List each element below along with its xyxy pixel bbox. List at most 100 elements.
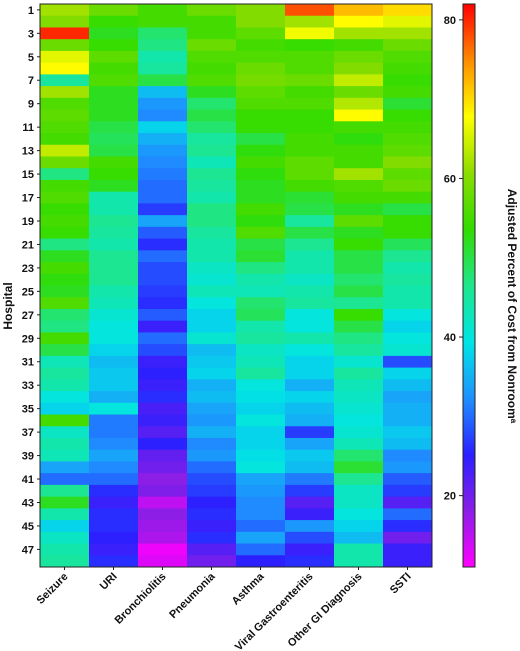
y-tick-label: 13 xyxy=(22,146,34,158)
heatmap-cell xyxy=(138,226,188,240)
heatmap-cell xyxy=(187,473,237,486)
heatmap-cell xyxy=(236,426,286,439)
heatmap-cell xyxy=(89,250,139,263)
heatmap-cell xyxy=(383,461,433,474)
heatmap-cell xyxy=(187,27,237,40)
y-tick-label: 41 xyxy=(22,474,34,486)
heatmap-cell xyxy=(138,391,188,404)
y-tick-label: 7 xyxy=(28,75,34,87)
heatmap-cell xyxy=(236,133,286,146)
heatmap-cell xyxy=(334,144,384,157)
heatmap-cell xyxy=(285,379,335,392)
heatmap-cell xyxy=(40,273,90,286)
heatmap-cell xyxy=(89,215,139,228)
heatmap-cell xyxy=(40,4,90,17)
x-tick-label: Asthma xyxy=(230,570,268,608)
heatmap-cell xyxy=(285,97,335,111)
heatmap-cell xyxy=(285,531,335,545)
heatmap-cell xyxy=(285,496,335,509)
heatmap-cell xyxy=(89,379,139,392)
heatmap-cell xyxy=(40,250,90,263)
heatmap-cell xyxy=(334,402,384,416)
heatmap-cell xyxy=(40,15,90,28)
x-tick-label: Seizure xyxy=(34,571,70,607)
x-tick-label: Bronchiolitis xyxy=(113,571,169,627)
heatmap-cell xyxy=(285,109,335,122)
heatmap-cell xyxy=(40,426,90,439)
heatmap-cell xyxy=(334,27,384,40)
heatmap-cell xyxy=(334,62,384,75)
heatmap-cell xyxy=(285,391,335,404)
y-tick-label: 23 xyxy=(22,263,34,275)
x-tick-label: URI xyxy=(98,571,120,593)
heatmap-cell xyxy=(40,367,90,380)
heatmap-cell xyxy=(383,484,433,498)
heatmap-cell xyxy=(383,344,433,357)
heatmap-cell xyxy=(40,437,90,451)
y-tick-label: 45 xyxy=(22,521,34,533)
heatmap-cell xyxy=(334,168,384,181)
heatmap-cell xyxy=(383,320,433,333)
heatmap-cell xyxy=(236,391,286,404)
heatmap-cell xyxy=(138,50,188,64)
heatmap-cell xyxy=(383,168,433,181)
heatmap-cell xyxy=(236,250,286,263)
heatmap-cell xyxy=(89,555,139,568)
heatmap-cell xyxy=(383,391,433,404)
heatmap-cell xyxy=(138,402,188,416)
heatmap-cell xyxy=(383,215,433,228)
heatmap-cell xyxy=(89,273,139,286)
heatmap-cell xyxy=(187,555,237,568)
heatmap-cell xyxy=(334,379,384,392)
heatmap-cell xyxy=(187,156,237,169)
heatmap-cell xyxy=(236,414,286,427)
heatmap-cell xyxy=(89,461,139,474)
heatmap-cell xyxy=(187,133,237,146)
heatmap-cell xyxy=(187,461,237,474)
heatmap-cell xyxy=(138,344,188,357)
heatmap-cell xyxy=(138,437,188,451)
heatmap-cell xyxy=(138,496,188,509)
heatmap-cell xyxy=(138,250,188,263)
heatmap-cell xyxy=(138,508,188,521)
heatmap-cell xyxy=(89,355,139,369)
heatmap-cell xyxy=(383,473,433,486)
heatmap-cell xyxy=(236,461,286,474)
heatmap-cell xyxy=(89,226,139,240)
heatmap-cell xyxy=(187,543,237,556)
heatmap-cell xyxy=(138,484,188,498)
heatmap-cell xyxy=(285,133,335,146)
heatmap-cell xyxy=(40,508,90,521)
heatmap-cell xyxy=(40,156,90,169)
heatmap-cell xyxy=(334,367,384,380)
heatmap-cell xyxy=(40,461,90,474)
heatmap-cell xyxy=(334,543,384,556)
heatmap-cell xyxy=(138,168,188,181)
heatmap-cell xyxy=(187,320,237,333)
heatmap-cell xyxy=(187,367,237,380)
heatmap-cell xyxy=(236,531,286,545)
heatmap-cell xyxy=(383,426,433,439)
heatmap-cell xyxy=(89,414,139,427)
heatmap-cell xyxy=(383,86,433,99)
heatmap-cell xyxy=(236,332,286,345)
heatmap-cell xyxy=(334,496,384,509)
heatmap-cell xyxy=(89,496,139,509)
heatmap-cell xyxy=(187,144,237,157)
heatmap-cell xyxy=(236,50,286,64)
x-tick-label: Pneumonia xyxy=(167,570,218,621)
heatmap-cell xyxy=(187,449,237,462)
heatmap-cell xyxy=(236,496,286,509)
heatmap-cell xyxy=(285,555,335,568)
heatmap-cell xyxy=(89,168,139,181)
heatmap-cell xyxy=(187,402,237,416)
heatmap-cell xyxy=(40,86,90,99)
heatmap-cell xyxy=(334,215,384,228)
heatmap-cell xyxy=(236,367,286,380)
heatmap-cell xyxy=(89,426,139,439)
colorbar-ticks: 20 40 60 80 xyxy=(444,15,463,503)
heatmap-cell xyxy=(383,39,433,52)
heatmap-cell xyxy=(40,520,90,533)
heatmap-cell xyxy=(89,308,139,322)
